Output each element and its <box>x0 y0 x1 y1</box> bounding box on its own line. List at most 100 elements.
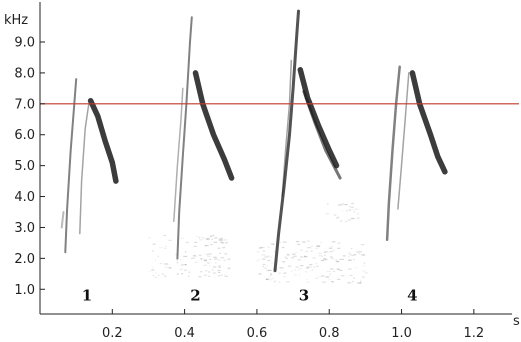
noise-speck <box>282 261 286 263</box>
noise-speck <box>303 255 307 257</box>
noise-speck <box>198 239 203 241</box>
noise-speck <box>328 247 333 249</box>
noise-speck <box>361 244 365 246</box>
noise-speck <box>286 254 289 256</box>
noise-speck <box>198 254 202 256</box>
noise-speck <box>347 219 352 221</box>
noise-speck <box>227 258 231 260</box>
noise-speck <box>221 242 224 244</box>
noise-speck <box>221 237 224 239</box>
noise-speck <box>223 239 228 241</box>
noise-speck <box>209 235 213 237</box>
noise-speck <box>223 259 227 261</box>
noise-speck <box>347 268 352 270</box>
noise-speck <box>326 270 331 273</box>
noise-speck <box>162 273 164 275</box>
noise-speck <box>261 254 266 256</box>
noise-speck <box>325 213 329 215</box>
noise-speck <box>176 259 179 261</box>
noise-speck <box>206 253 209 256</box>
noise-speck <box>148 271 151 273</box>
noise-speck <box>324 251 329 253</box>
syllable-4-trace <box>409 70 448 175</box>
noise-speck <box>270 279 272 281</box>
noise-speck <box>181 273 183 275</box>
noise-speck <box>361 270 366 272</box>
noise-speck <box>227 268 231 270</box>
noise-speck <box>348 259 352 261</box>
noise-speck <box>157 255 159 257</box>
noise-speck <box>218 266 221 268</box>
noise-speck <box>330 274 332 276</box>
noise-speck <box>176 262 179 264</box>
noise-speck <box>188 275 190 277</box>
syllable-1-trace <box>79 103 90 235</box>
noise-speck <box>225 242 228 244</box>
noise-speck <box>204 245 209 247</box>
noise-speck <box>310 266 312 268</box>
x-axis-ticks: 0.2 0.4 0.6 0.8 1.0 1.2 <box>102 309 484 341</box>
noise-speck <box>332 270 336 272</box>
noise-speck <box>179 268 183 270</box>
noise-speck <box>339 204 343 206</box>
noise-speck <box>360 281 362 283</box>
noise-speck <box>300 249 303 251</box>
syllable-label-1: 1 <box>82 286 92 304</box>
noise-speck <box>266 278 269 281</box>
noise-speck <box>220 241 222 243</box>
noise-speck <box>218 259 221 261</box>
noise-speck <box>330 256 333 258</box>
noise-speck <box>180 264 183 266</box>
noise-speck <box>206 238 208 241</box>
noise-speck <box>220 274 223 276</box>
x-tick-label: 1.2 <box>464 326 485 341</box>
noise-speck <box>195 261 198 263</box>
noise-speck <box>305 267 310 269</box>
noise-speck <box>148 237 151 239</box>
noise-speck <box>347 252 351 254</box>
noise-speck <box>350 206 354 208</box>
noise-speck <box>293 255 297 257</box>
noise-speck <box>199 237 201 239</box>
noise-speck <box>282 246 285 249</box>
noise-speck <box>227 267 231 269</box>
noise-speck <box>322 281 326 283</box>
noise-speck <box>213 266 216 268</box>
noise-speck <box>333 214 337 216</box>
noise-speck <box>278 281 281 283</box>
noise-speck <box>199 271 203 273</box>
syllable-4 <box>385 65 448 242</box>
noise-speck <box>362 265 366 267</box>
syllable-3-trace <box>297 67 340 169</box>
noise-speck <box>328 278 331 280</box>
noise-speck <box>299 256 304 258</box>
noise-speck <box>204 274 208 276</box>
noise-speck <box>193 245 197 247</box>
noise-speck <box>213 266 217 268</box>
noise-speck <box>184 251 187 253</box>
noise-speck <box>336 268 340 270</box>
y-tick-label: 1.0 <box>14 283 35 298</box>
syllable-3-trace <box>273 9 300 273</box>
noise-speck <box>325 276 330 278</box>
noise-speck <box>152 275 155 277</box>
noise-speck <box>266 255 269 257</box>
noise-speck <box>257 251 260 253</box>
noise-speck <box>151 266 154 269</box>
noise-speck <box>271 278 274 280</box>
noise-speck <box>352 280 354 283</box>
noise-speck <box>285 257 288 260</box>
noise-speck <box>206 237 210 239</box>
noise-speck <box>353 277 355 279</box>
noise-speck <box>316 265 319 267</box>
noise-speck <box>321 255 323 257</box>
noise-speck <box>200 258 203 260</box>
noise-speck <box>199 258 203 260</box>
noise-speck <box>206 262 211 264</box>
noise-speck <box>348 253 352 255</box>
noise-speck <box>215 262 217 264</box>
noise-speck <box>211 238 213 241</box>
noise-speck <box>339 269 343 271</box>
noise-speck <box>164 245 167 247</box>
noise-speck <box>185 264 187 266</box>
